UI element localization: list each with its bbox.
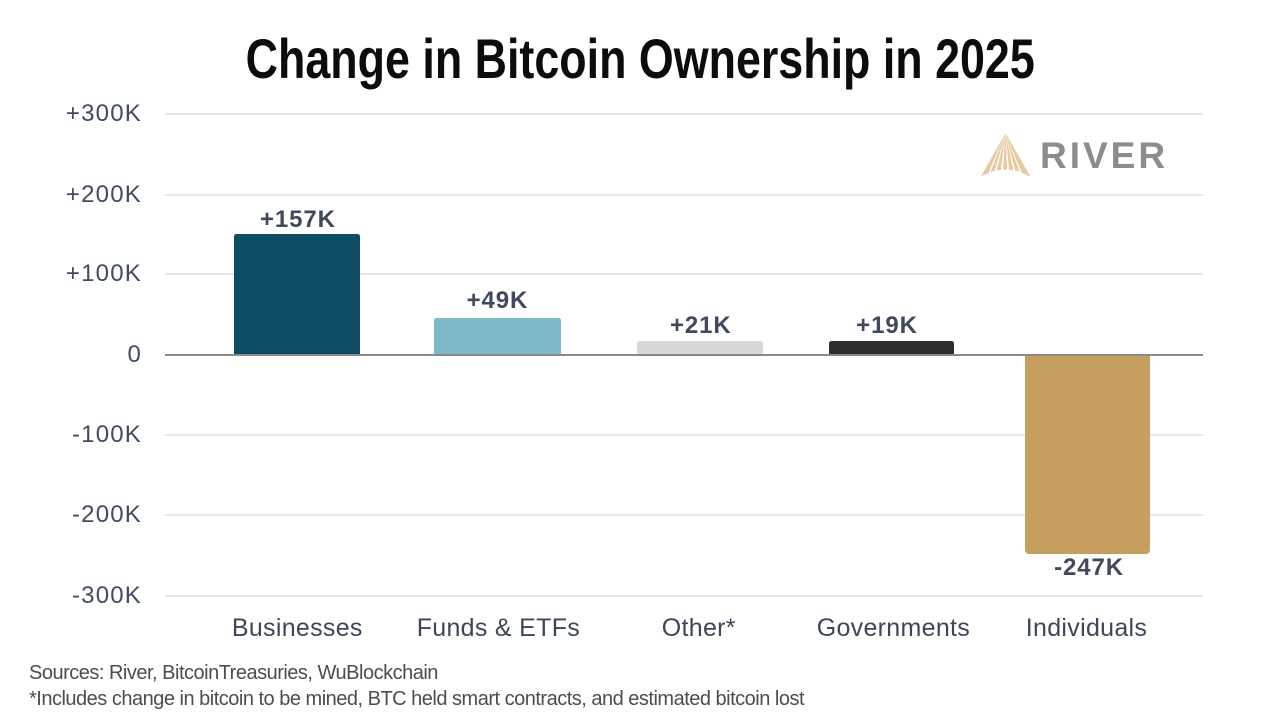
svg-text:RIVER: RIVER [1040, 135, 1168, 176]
